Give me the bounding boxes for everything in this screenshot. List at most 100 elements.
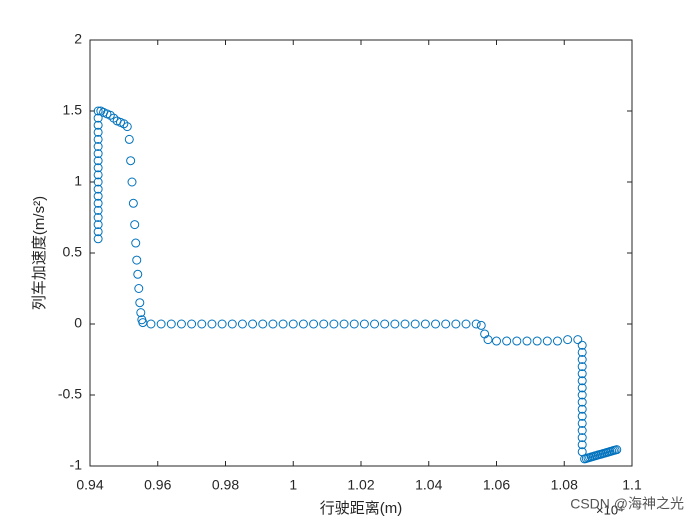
data-point [370,319,380,329]
data-point [176,319,186,329]
data-point [134,284,144,293]
data-point [93,198,103,208]
x-tick-label: 1.06 [483,477,510,493]
x-tick-label: 1.1 [622,477,642,493]
data-point [93,191,103,201]
data-point [278,319,288,329]
data-point [93,134,103,144]
data-point [93,127,103,137]
x-tick-label: 0.94 [76,477,103,493]
data-point [577,418,587,428]
data-point [130,220,140,230]
y-tick-label: 0 [74,315,82,331]
data-point [207,319,217,329]
data-point [329,319,339,329]
data-point [451,319,461,329]
data-point [612,445,622,455]
data-point [420,319,430,329]
data-point [93,170,103,180]
data-point [93,163,103,173]
data-point [552,336,562,346]
y-axis-label: 列车加速度(m/s²) [31,196,48,310]
data-point [577,383,587,393]
data-point [577,433,587,443]
data-point [93,149,103,159]
data-point [237,319,247,329]
data-point [577,426,587,435]
data-point [309,319,319,329]
data-point [93,120,103,130]
data-point [187,319,197,329]
data-point [93,234,103,244]
data-point [93,205,103,215]
data-point [522,336,532,346]
data-point [131,238,141,248]
data-point [390,319,400,329]
data-point [227,319,237,329]
data-point [127,177,137,187]
x-tick-label: 1.04 [415,477,442,493]
x-exponent-label: ×10⁴ [596,502,624,517]
data-point [298,319,308,329]
data-point [483,335,493,345]
y-tick-label: -0.5 [58,386,82,402]
data-point [93,184,103,194]
data-point [248,319,258,329]
data-point [502,336,512,346]
data-point [577,397,587,407]
data-point [563,335,573,345]
data-point [146,319,156,329]
data-point [577,362,587,372]
x-tick-label: 1.08 [551,477,578,493]
data-point [410,319,420,329]
data-point [577,376,587,386]
data-point [93,213,103,222]
data-point [577,390,587,400]
data-point [122,122,132,132]
data-point [93,106,103,116]
data-point [577,347,587,357]
data-point [577,411,587,421]
data-point [93,142,103,151]
data-point [136,308,146,318]
data-point [532,336,542,346]
data-point [512,336,522,346]
data-point [577,440,587,450]
data-point [492,336,501,346]
data-point [268,319,278,329]
y-tick-label: 0.5 [63,244,83,260]
data-point [128,198,138,208]
y-tick-label: -1 [70,457,83,473]
watermark: CSDN @海神之光 [570,496,684,512]
axes-box [89,39,633,467]
data-point [400,319,410,329]
x-tick-label: 0.98 [212,477,239,493]
data-point [577,369,587,379]
data-point [124,134,134,144]
data-point [577,355,587,364]
y-tick-label: 2 [74,31,82,47]
y-tick-label: 1 [74,173,82,189]
data-point [431,319,441,329]
data-point [471,319,481,329]
x-tick-label: 0.96 [144,477,171,493]
x-tick-label: 1 [289,477,297,493]
data-point [93,220,103,230]
data-point [156,319,166,329]
data-point [93,177,103,187]
data-point [217,319,227,329]
x-axis-label: 行驶距离(m) [320,500,403,517]
data-point [577,404,587,414]
x-tick-label: 1.02 [347,477,374,493]
data-point [288,319,298,329]
data-point [380,319,390,329]
data-point [93,156,103,166]
data-point [126,156,136,166]
y-tick-label: 1.5 [63,102,83,118]
data-point [133,269,143,279]
data-point [135,298,145,308]
data-point [577,340,587,350]
data-point [359,319,369,329]
data-point [441,319,451,329]
